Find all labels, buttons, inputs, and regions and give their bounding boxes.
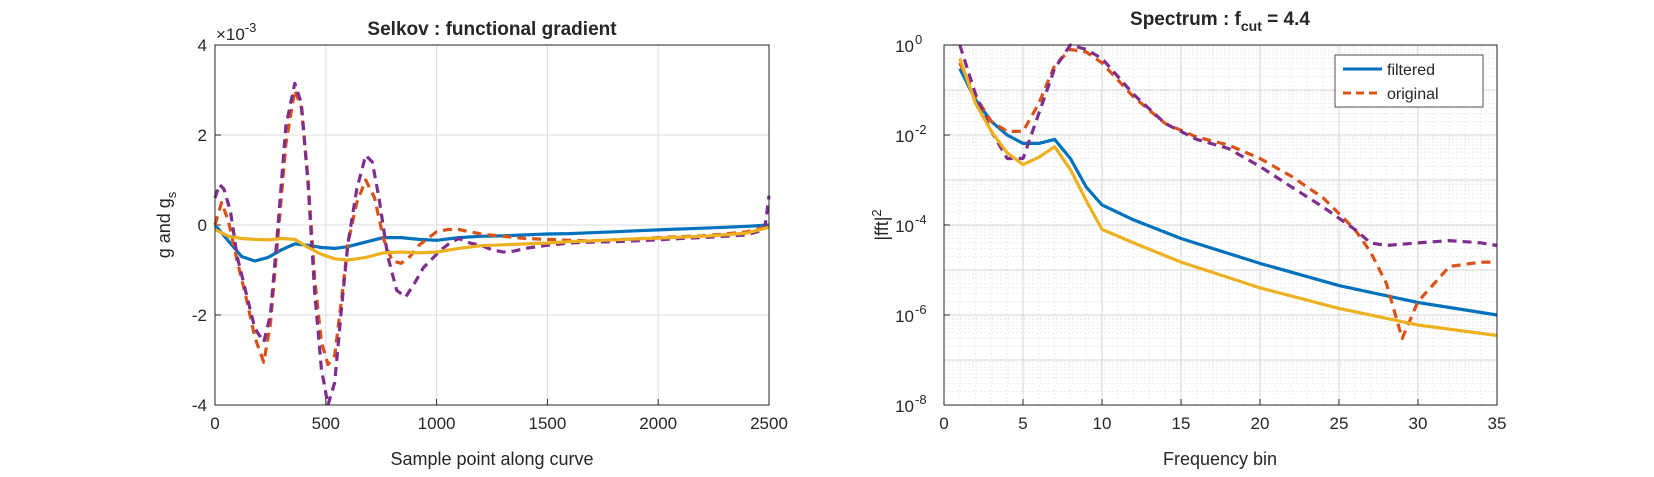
title-subscript: cut (1241, 18, 1262, 34)
y-axis-label-sub: s (164, 191, 179, 198)
y-tick-label: 2 (198, 126, 207, 145)
x-tick-labels: 0 500 1000 1500 2000 2500 (210, 414, 788, 433)
y-axis-label-main: |fft| (872, 217, 892, 241)
y-tick-label: -4 (192, 396, 207, 415)
x-tick-labels: 0 5 10 15 20 25 30 35 (939, 414, 1506, 433)
gradient-chart: 0 500 1000 1500 2000 2500 -4 -2 0 2 4 Selkov : fu… (154, 19, 788, 469)
x-tick-label: 10 (1093, 414, 1112, 433)
x-axis-label: Sample point along curve (390, 449, 593, 469)
x-tick-label: 0 (210, 414, 219, 433)
x-tick-label: 2000 (639, 414, 677, 433)
y-tick-label: 10 (895, 217, 914, 236)
y-axis-label: g and gs (154, 191, 179, 258)
y-tick-label: -2 (192, 306, 207, 325)
series-line-4 (958, 57, 1498, 338)
series-line-4 (214, 225, 770, 262)
legend-label-original: original (1387, 86, 1439, 103)
x-tick-label: 2500 (750, 414, 788, 433)
y-axis-label: |fft|2 (869, 209, 892, 240)
x-tick-label: 30 (1409, 414, 1428, 433)
y-tick-label: 10 (895, 397, 914, 416)
y-tick-exponent: -8 (915, 392, 927, 407)
x-tick-label: 35 (1488, 414, 1507, 433)
chart-title: Spectrum : fcut = 4.4 (1130, 9, 1310, 34)
y-tick-exponent: -4 (915, 212, 927, 227)
x-tick-label: 1000 (418, 414, 456, 433)
legend-label-filtered: filtered (1387, 62, 1435, 79)
legend: filtered original (1334, 54, 1484, 108)
x-tick-label: 500 (312, 414, 340, 433)
exponent-power: -3 (245, 20, 257, 35)
axes-box (943, 44, 1498, 406)
y-tick-label: 10 (895, 307, 914, 326)
y-axis-label-sup: 2 (869, 209, 884, 216)
x-tick-label: 25 (1330, 414, 1349, 433)
title-main: Spectrum : f (1130, 9, 1242, 30)
y-tick-exponent: 0 (915, 32, 922, 47)
series-lines (213, 81, 771, 407)
y-tick-label: 0 (198, 216, 207, 235)
series-line-2 (958, 47, 1497, 341)
x-axis-label: Frequency bin (1163, 449, 1277, 469)
y-tick-labels: -4 -2 0 2 4 (192, 36, 207, 415)
y-axis-label-main: g and g (154, 198, 174, 258)
x-tick-label: 20 (1251, 414, 1270, 433)
x-tick-label: 0 (939, 414, 948, 433)
x-tick-label: 5 (1018, 414, 1027, 433)
series-line-1 (213, 223, 770, 263)
legend-box (1334, 54, 1484, 108)
exponent-label: ×10-3 (216, 20, 256, 44)
chart-title: Selkov : functional gradient (367, 19, 617, 40)
y-tick-label: 10 (895, 127, 914, 146)
x-tick-label: 15 (1172, 414, 1191, 433)
series-lines (958, 43, 1498, 341)
exponent-base: ×10 (216, 25, 245, 44)
y-tick-exponent: -2 (915, 122, 927, 137)
y-tick-label: 4 (198, 36, 207, 55)
series-line-3 (213, 81, 771, 407)
y-tick-exponent: -6 (915, 302, 927, 317)
axes-box (214, 44, 770, 406)
x-tick-label: 1500 (528, 414, 566, 433)
title-tail: = 4.4 (1262, 9, 1310, 30)
y-tick-label: 10 (895, 37, 914, 56)
series-line-3 (958, 43, 1498, 248)
